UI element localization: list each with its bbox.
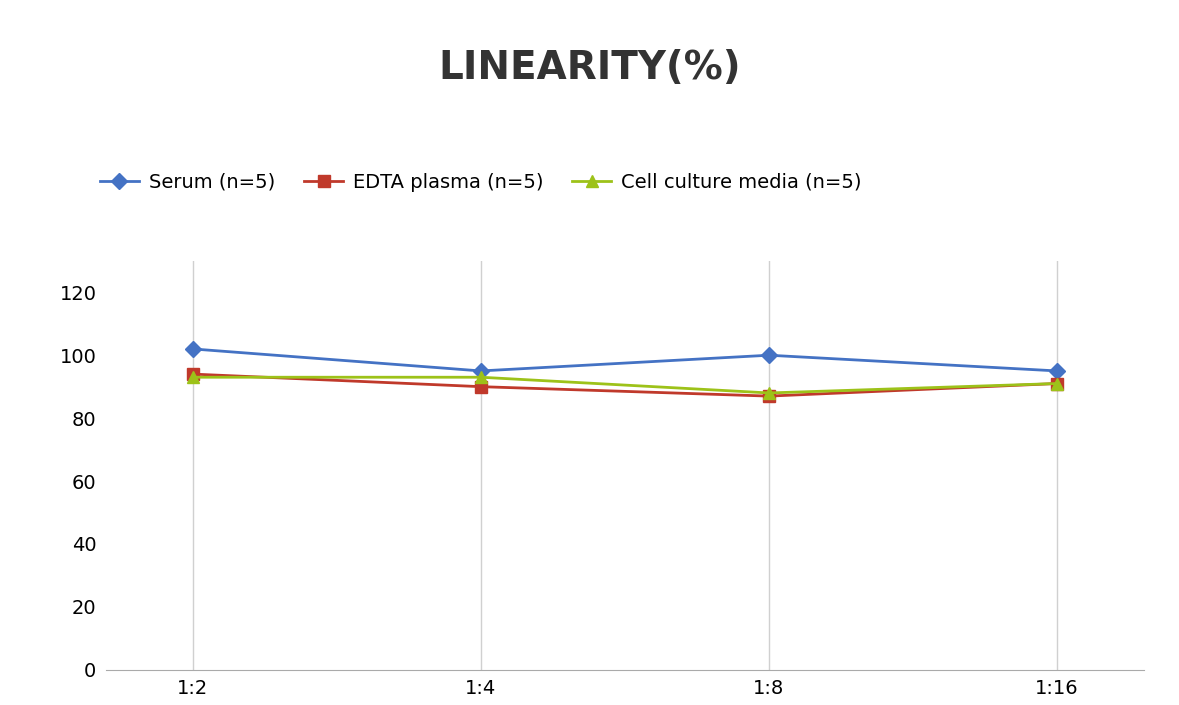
Legend: Serum (n=5), EDTA plasma (n=5), Cell culture media (n=5): Serum (n=5), EDTA plasma (n=5), Cell cul…: [92, 165, 869, 200]
Serum (n=5): [1050, 367, 1065, 375]
Cell culture media (n=5): [1050, 379, 1065, 388]
Serum (n=5): [185, 345, 199, 353]
EDTA plasma (n=5): [762, 392, 776, 400]
Serum (n=5): [474, 367, 488, 375]
Cell culture media (n=5): [474, 373, 488, 381]
Serum (n=5): [762, 351, 776, 360]
Text: LINEARITY(%): LINEARITY(%): [439, 49, 740, 87]
Cell culture media (n=5): [185, 373, 199, 381]
Line: EDTA plasma (n=5): EDTA plasma (n=5): [187, 369, 1062, 402]
EDTA plasma (n=5): [1050, 379, 1065, 388]
EDTA plasma (n=5): [474, 382, 488, 391]
Line: Serum (n=5): Serum (n=5): [187, 343, 1062, 376]
Line: Cell culture media (n=5): Cell culture media (n=5): [187, 372, 1062, 398]
EDTA plasma (n=5): [185, 370, 199, 379]
Cell culture media (n=5): [762, 388, 776, 397]
